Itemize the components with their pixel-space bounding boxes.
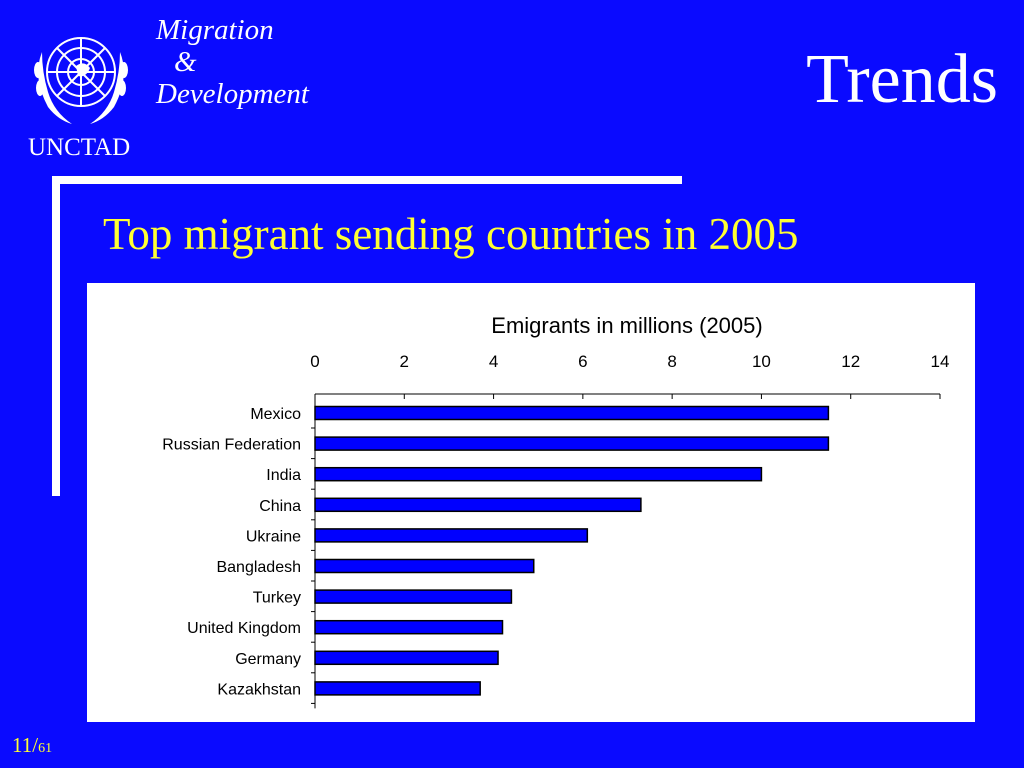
- frame-line-vertical: [52, 176, 60, 496]
- category-label: Mexico: [250, 406, 301, 423]
- x-tick-label: 4: [489, 352, 498, 371]
- category-label: Russian Federation: [162, 437, 301, 454]
- page-current: 11/: [12, 733, 39, 757]
- org-name: UNCTAD: [28, 134, 131, 161]
- frame-line-horizontal: [52, 176, 682, 184]
- bar: [314, 466, 763, 482]
- category-label: Turkey: [253, 590, 301, 607]
- bar: [314, 497, 642, 513]
- un-emblem-icon: [34, 37, 128, 124]
- x-tick-label: 6: [578, 352, 587, 371]
- bar: [314, 619, 504, 635]
- x-tick-label: 8: [667, 352, 676, 371]
- x-tick-label: 0: [310, 352, 319, 371]
- category-label: Ukraine: [246, 528, 301, 545]
- bar: [314, 589, 513, 604]
- x-tick-label: 10: [752, 352, 771, 371]
- category-label: Bangladesh: [216, 559, 301, 576]
- bar: [314, 558, 535, 574]
- bar: [314, 528, 589, 543]
- bar: [314, 405, 830, 421]
- category-label: China: [259, 498, 301, 515]
- brand-line-migration: Migration: [156, 14, 274, 46]
- page-number: 11/61: [12, 733, 52, 758]
- bar-chart: Emigrants in millions (2005) 0 2 4 6 8 10 12 14 M…: [162, 313, 950, 709]
- brand-title: Migration & Development: [156, 14, 309, 110]
- slide-subtitle: Top migrant sending countries in 2005: [103, 209, 799, 259]
- page-total: 61: [38, 741, 53, 756]
- bar: [314, 436, 830, 451]
- x-tick-label: 14: [931, 352, 950, 371]
- category-label: Kazakhstan: [217, 681, 301, 698]
- bar: [314, 681, 481, 696]
- chart-title: Emigrants in millions (2005): [491, 313, 762, 338]
- category-label: United Kingdom: [187, 620, 301, 637]
- category-label: India: [266, 467, 301, 484]
- brand-line-development: Development: [156, 78, 309, 110]
- chart-panel: Emigrants in millions (2005) 0 2 4 6 8 10 12 14 M…: [87, 283, 975, 722]
- category-label: Germany: [235, 651, 301, 668]
- x-tick-label: 12: [841, 352, 860, 371]
- brand-line-ampersand: &: [174, 46, 197, 78]
- x-tick-label: 2: [400, 352, 409, 371]
- bar: [314, 650, 499, 666]
- section-title: Trends: [806, 41, 998, 118]
